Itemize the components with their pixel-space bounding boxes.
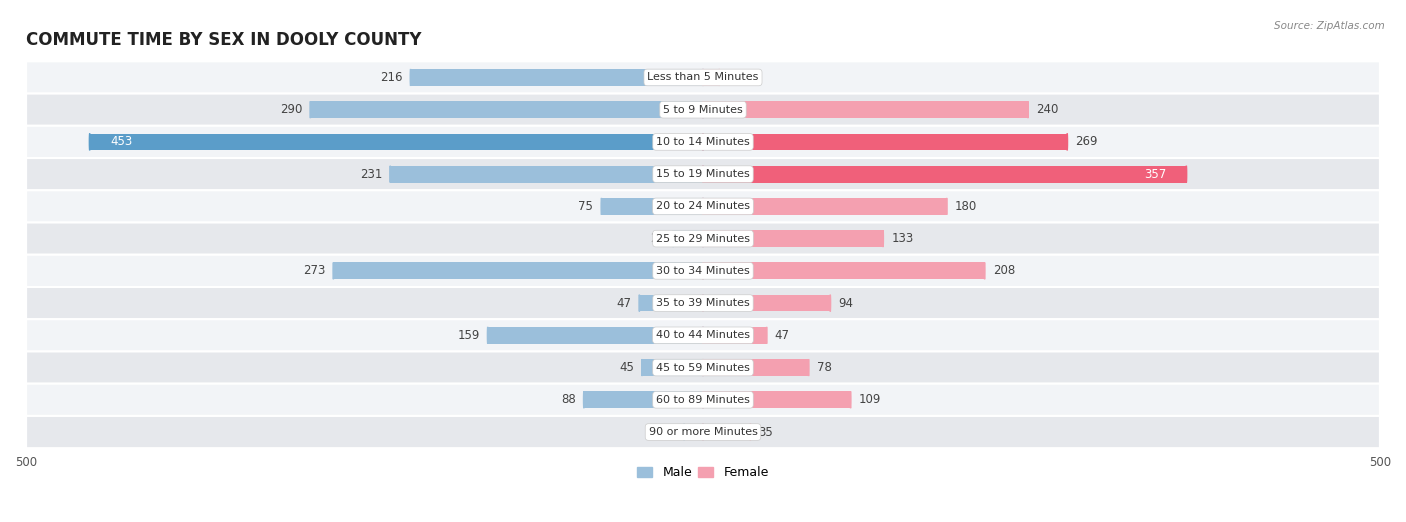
Text: 269: 269 bbox=[1076, 135, 1098, 148]
Text: 45 to 59 Minutes: 45 to 59 Minutes bbox=[657, 363, 749, 373]
Text: 240: 240 bbox=[1036, 103, 1059, 116]
Text: Source: ZipAtlas.com: Source: ZipAtlas.com bbox=[1274, 21, 1385, 31]
Text: 14: 14 bbox=[661, 425, 676, 438]
Bar bbox=[703, 263, 984, 279]
FancyBboxPatch shape bbox=[27, 222, 1379, 255]
Bar bbox=[703, 69, 720, 86]
Text: 12: 12 bbox=[727, 71, 742, 84]
FancyBboxPatch shape bbox=[27, 351, 1379, 384]
Text: 35: 35 bbox=[758, 425, 773, 438]
Bar bbox=[703, 295, 831, 312]
Bar bbox=[333, 263, 703, 279]
Text: 273: 273 bbox=[302, 264, 325, 277]
Bar bbox=[488, 327, 703, 343]
Bar bbox=[673, 230, 703, 247]
Bar bbox=[703, 327, 766, 343]
FancyBboxPatch shape bbox=[27, 319, 1379, 351]
Text: 109: 109 bbox=[859, 393, 882, 406]
Legend: Male, Female: Male, Female bbox=[633, 461, 773, 484]
Bar bbox=[703, 359, 808, 376]
Text: 133: 133 bbox=[891, 232, 914, 245]
Bar bbox=[391, 166, 703, 183]
FancyBboxPatch shape bbox=[27, 93, 1379, 126]
Text: 88: 88 bbox=[561, 393, 575, 406]
FancyBboxPatch shape bbox=[27, 384, 1379, 416]
Text: 22: 22 bbox=[650, 232, 665, 245]
Bar bbox=[703, 424, 751, 441]
Text: 357: 357 bbox=[1143, 168, 1166, 181]
Text: 30 to 34 Minutes: 30 to 34 Minutes bbox=[657, 266, 749, 276]
Text: 159: 159 bbox=[457, 329, 479, 342]
Text: 47: 47 bbox=[616, 296, 631, 310]
FancyBboxPatch shape bbox=[27, 287, 1379, 319]
Bar bbox=[703, 134, 1067, 150]
FancyBboxPatch shape bbox=[27, 416, 1379, 448]
Text: 453: 453 bbox=[110, 135, 132, 148]
Text: 216: 216 bbox=[380, 71, 402, 84]
Bar bbox=[643, 359, 703, 376]
Text: 90 or more Minutes: 90 or more Minutes bbox=[648, 427, 758, 437]
FancyBboxPatch shape bbox=[27, 158, 1379, 191]
Text: 45: 45 bbox=[619, 361, 634, 374]
Bar bbox=[640, 295, 703, 312]
FancyBboxPatch shape bbox=[27, 255, 1379, 287]
Text: 47: 47 bbox=[775, 329, 790, 342]
Bar bbox=[311, 101, 703, 118]
Bar bbox=[583, 392, 703, 408]
Bar bbox=[411, 69, 703, 86]
Text: 60 to 89 Minutes: 60 to 89 Minutes bbox=[657, 395, 749, 405]
Bar bbox=[685, 424, 703, 441]
Text: COMMUTE TIME BY SEX IN DOOLY COUNTY: COMMUTE TIME BY SEX IN DOOLY COUNTY bbox=[27, 31, 422, 49]
Bar bbox=[703, 230, 883, 247]
Text: 25 to 29 Minutes: 25 to 29 Minutes bbox=[657, 234, 749, 244]
FancyBboxPatch shape bbox=[27, 61, 1379, 93]
Bar bbox=[703, 166, 1187, 183]
Text: 5 to 9 Minutes: 5 to 9 Minutes bbox=[664, 105, 742, 115]
Text: 78: 78 bbox=[817, 361, 831, 374]
Text: Less than 5 Minutes: Less than 5 Minutes bbox=[647, 73, 759, 82]
Text: 10 to 14 Minutes: 10 to 14 Minutes bbox=[657, 137, 749, 147]
Text: 75: 75 bbox=[578, 200, 593, 213]
Bar bbox=[703, 101, 1028, 118]
FancyBboxPatch shape bbox=[27, 191, 1379, 222]
Bar bbox=[703, 392, 851, 408]
Text: 35 to 39 Minutes: 35 to 39 Minutes bbox=[657, 298, 749, 308]
Text: 15 to 19 Minutes: 15 to 19 Minutes bbox=[657, 169, 749, 179]
Text: 94: 94 bbox=[838, 296, 853, 310]
Bar bbox=[90, 134, 703, 150]
Text: 290: 290 bbox=[280, 103, 302, 116]
Bar bbox=[703, 198, 946, 215]
Text: 40 to 44 Minutes: 40 to 44 Minutes bbox=[657, 330, 749, 340]
Text: 20 to 24 Minutes: 20 to 24 Minutes bbox=[657, 201, 749, 211]
Text: 231: 231 bbox=[360, 168, 382, 181]
Text: 180: 180 bbox=[955, 200, 977, 213]
Text: 208: 208 bbox=[993, 264, 1015, 277]
FancyBboxPatch shape bbox=[27, 126, 1379, 158]
Bar bbox=[602, 198, 703, 215]
